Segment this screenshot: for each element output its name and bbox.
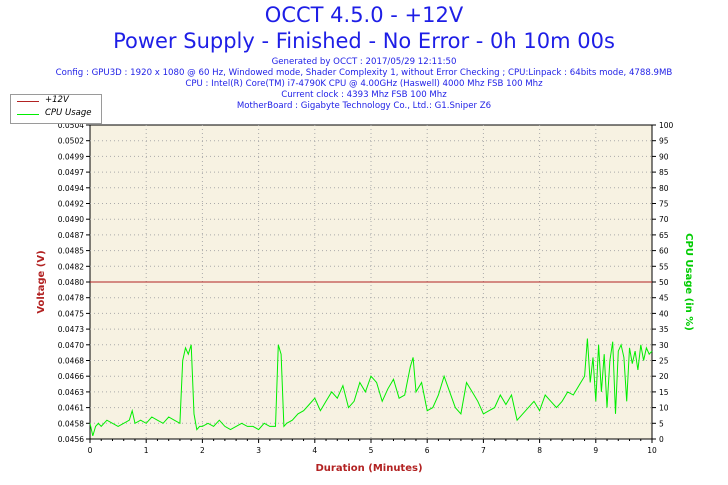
- axes: 0 1 2 3 4 5 6 7 8 9 100.0456 00.0458 50.0461 100.0463…: [58, 121, 674, 455]
- y-tick-label: 0.0502: [58, 137, 84, 146]
- series-line-cpu-usage: [89, 338, 653, 437]
- generated-line: Generated by OCCT : 2017/05/29 12:11:50: [271, 57, 457, 67]
- x-tick-label: 9: [593, 446, 598, 455]
- x-tick-label: 7: [481, 446, 486, 455]
- y-tick-label: 0.0482: [58, 262, 84, 271]
- legend-item-voltage: +12V: [11, 95, 99, 108]
- y2-tick-label: 30: [659, 341, 669, 350]
- y-tick-label: 0.0487: [58, 231, 84, 240]
- y2-tick-label: 0: [659, 435, 664, 444]
- y2-axis-label: CPU Usage (in %): [683, 233, 694, 331]
- y-tick-label: 0.0497: [58, 168, 84, 177]
- y-tick-label: 0.0494: [58, 184, 84, 193]
- legend-swatch-voltage: [17, 101, 39, 102]
- x-tick-label: 2: [200, 446, 205, 455]
- legend-swatch-cpu: [17, 114, 39, 115]
- cpu-line: CPU : Intel(R) Core(TM) i7-4790K CPU @ 4…: [185, 79, 543, 89]
- legend-label-voltage: +12V: [45, 95, 69, 105]
- y-tick-label: 0.0504: [58, 121, 84, 130]
- y-tick-label: 0.0490: [58, 215, 84, 224]
- y-tick-label: 0.0466: [58, 372, 84, 381]
- x-tick-label: 10: [647, 446, 657, 455]
- x-tick-label: 4: [312, 446, 317, 455]
- y2-tick-label: 60: [659, 247, 669, 256]
- x-tick-label: 8: [537, 446, 542, 455]
- y-tick-label: 0.0480: [58, 278, 84, 287]
- y2-tick-label: 90: [659, 152, 669, 161]
- legend: +12V CPU Usage: [10, 94, 102, 124]
- y2-tick-label: 80: [659, 184, 669, 193]
- y-tick-label: 0.0492: [58, 200, 84, 209]
- series: [89, 281, 653, 437]
- chart-title: OCCT 4.5.0 - +12V: [264, 3, 464, 27]
- y2-tick-label: 75: [659, 200, 669, 209]
- y2-tick-label: 5: [659, 419, 664, 428]
- y2-tick-label: 70: [659, 215, 669, 224]
- y-tick-label: 0.0485: [58, 247, 84, 256]
- y2-tick-label: 20: [659, 372, 669, 381]
- y2-tick-label: 40: [659, 309, 669, 318]
- x-tick-label: 5: [369, 446, 374, 455]
- clock-line: Current clock : 4393 Mhz FSB 100 Mhz: [281, 90, 447, 100]
- y-tick-label: 0.0458: [58, 419, 84, 428]
- x-tick-label: 3: [256, 446, 261, 455]
- y-tick-label: 0.0473: [58, 325, 84, 334]
- x-tick-label: 1: [144, 446, 149, 455]
- y2-tick-label: 65: [659, 231, 669, 240]
- config-line: Config : GPU3D : 1920 x 1080 @ 60 Hz, Wi…: [55, 68, 673, 78]
- y2-tick-label: 10: [659, 404, 669, 413]
- y-tick-label: 0.0468: [58, 357, 84, 366]
- x-tick-label: 6: [425, 446, 430, 455]
- y-tick-label: 0.0461: [58, 404, 84, 413]
- motherboard-line: MotherBoard : Gigabyte Technology Co., L…: [236, 101, 492, 111]
- y-tick-label: 0.0478: [58, 294, 84, 303]
- y2-tick-label: 45: [659, 294, 669, 303]
- y2-tick-label: 95: [659, 137, 669, 146]
- y-tick-label: 0.0456: [58, 435, 84, 444]
- y2-tick-label: 25: [659, 357, 669, 366]
- y2-tick-label: 85: [659, 168, 669, 177]
- y-tick-label: 0.0470: [58, 341, 84, 350]
- legend-label-cpu: CPU Usage: [45, 108, 92, 118]
- x-axis-label: Duration (Minutes): [315, 463, 422, 474]
- y-tick-label: 0.0475: [58, 309, 84, 318]
- y2-tick-label: 15: [659, 388, 669, 397]
- x-tick-label: 0: [88, 446, 93, 455]
- y2-tick-label: 55: [659, 262, 669, 271]
- legend-item-cpu: CPU Usage: [11, 108, 99, 121]
- chart-subtitle: Power Supply - Finished - No Error - 0h …: [113, 29, 615, 53]
- y2-tick-label: 50: [659, 278, 669, 287]
- y-tick-label: 0.0463: [58, 388, 84, 397]
- y2-tick-label: 100: [659, 121, 674, 130]
- y2-tick-label: 35: [659, 325, 669, 334]
- y-axis-label: Voltage (V): [36, 250, 47, 313]
- y-tick-label: 0.0499: [58, 152, 84, 161]
